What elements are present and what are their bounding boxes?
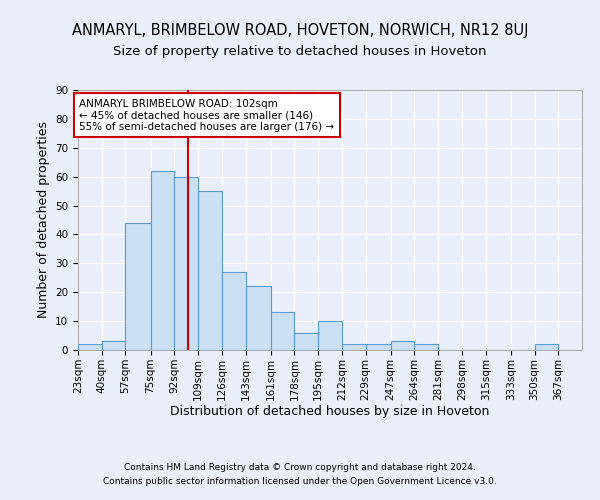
Bar bbox=[125, 223, 151, 350]
Bar bbox=[222, 272, 245, 350]
Bar bbox=[365, 344, 391, 350]
Text: Contains public sector information licensed under the Open Government Licence v3: Contains public sector information licen… bbox=[103, 477, 497, 486]
Bar bbox=[175, 176, 198, 350]
Bar bbox=[198, 191, 222, 350]
Text: ANMARYL BRIMBELOW ROAD: 102sqm
← 45% of detached houses are smaller (146)
55% of: ANMARYL BRIMBELOW ROAD: 102sqm ← 45% of … bbox=[79, 98, 335, 132]
Bar bbox=[318, 321, 342, 350]
Text: Size of property relative to detached houses in Hoveton: Size of property relative to detached ho… bbox=[113, 45, 487, 58]
X-axis label: Distribution of detached houses by size in Hoveton: Distribution of detached houses by size … bbox=[170, 406, 490, 418]
Y-axis label: Number of detached properties: Number of detached properties bbox=[37, 122, 50, 318]
Bar bbox=[415, 344, 438, 350]
Text: ANMARYL, BRIMBELOW ROAD, HOVETON, NORWICH, NR12 8UJ: ANMARYL, BRIMBELOW ROAD, HOVETON, NORWIC… bbox=[72, 22, 528, 38]
Bar bbox=[245, 286, 271, 350]
Bar bbox=[342, 344, 365, 350]
Bar bbox=[271, 312, 295, 350]
Bar bbox=[151, 171, 175, 350]
Bar bbox=[102, 342, 125, 350]
Bar bbox=[295, 332, 318, 350]
Bar bbox=[391, 342, 415, 350]
Bar bbox=[78, 344, 102, 350]
Text: Contains HM Land Registry data © Crown copyright and database right 2024.: Contains HM Land Registry data © Crown c… bbox=[124, 464, 476, 472]
Bar bbox=[535, 344, 558, 350]
